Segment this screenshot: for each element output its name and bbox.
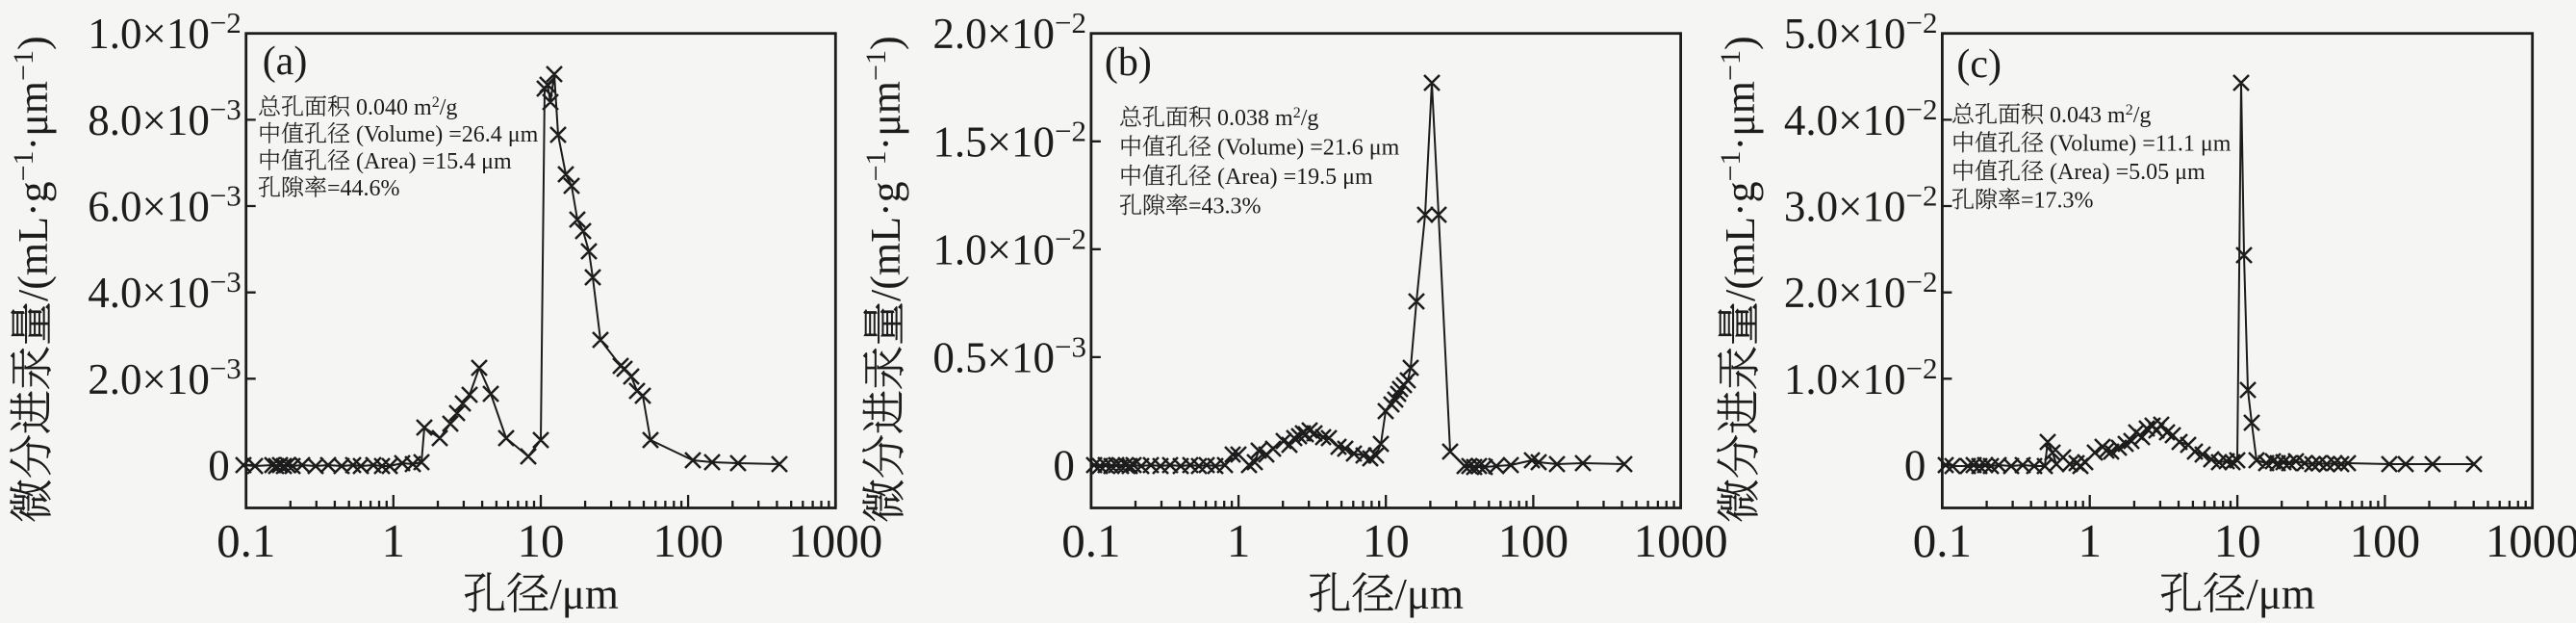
svg-text:1.0×10−2: 1.0×10−2 <box>88 6 242 58</box>
svg-text:/g: /g <box>440 95 458 120</box>
svg-text:2: 2 <box>1293 105 1301 121</box>
svg-text:0: 0 <box>1904 442 1926 490</box>
svg-text:(c): (c) <box>1956 42 2002 87</box>
svg-text:0.040 m: 0.040 m <box>350 95 432 120</box>
svg-text:0.1: 0.1 <box>1061 514 1120 567</box>
svg-text:1: 1 <box>2078 514 2102 567</box>
svg-text:0.1: 0.1 <box>1913 514 1972 567</box>
svg-text:100: 100 <box>2350 514 2421 567</box>
svg-text:0.1: 0.1 <box>217 514 275 567</box>
svg-text:=17.3%: =17.3% <box>2021 189 2094 214</box>
svg-text:1000: 1000 <box>2486 514 2576 567</box>
svg-text:(b): (b) <box>1105 40 1152 85</box>
svg-text:(Area) =19.5 μm: (Area) =19.5 μm <box>1211 165 1373 190</box>
svg-text:(Area) =5.05 μm: (Area) =5.05 μm <box>2044 160 2206 185</box>
svg-text:/g: /g <box>2133 103 2152 128</box>
svg-text:100: 100 <box>652 514 724 567</box>
svg-text:(Volume) =21.6 μm: (Volume) =21.6 μm <box>1211 136 1400 161</box>
svg-text:=44.6%: =44.6% <box>327 176 400 201</box>
svg-text:4.0×10−2: 4.0×10−2 <box>1784 92 1938 144</box>
svg-text:/(mL·g−1·μm−1): /(mL·g−1·μm−1) <box>1715 36 1764 301</box>
svg-text:(Volume) =26.4 μm: (Volume) =26.4 μm <box>350 122 539 147</box>
svg-text:=43.3%: =43.3% <box>1188 195 1262 220</box>
svg-text:0.038 m: 0.038 m <box>1211 106 1293 131</box>
svg-text:2: 2 <box>432 94 440 111</box>
svg-text:10: 10 <box>2214 514 2261 567</box>
svg-text:1: 1 <box>1227 514 1251 567</box>
svg-text:10: 10 <box>1363 514 1410 567</box>
svg-text:(Volume) =11.1 μm: (Volume) =11.1 μm <box>2044 132 2232 157</box>
svg-text:10: 10 <box>518 514 565 567</box>
svg-text:1000: 1000 <box>788 514 882 567</box>
svg-text:(Area) =15.4 μm: (Area) =15.4 μm <box>350 149 512 174</box>
svg-text:(a): (a) <box>263 39 308 84</box>
svg-text:0: 0 <box>1053 442 1075 490</box>
svg-text:/μm: /μm <box>2246 570 2315 618</box>
svg-text:/g: /g <box>1301 106 1319 131</box>
svg-text:/μm: /μm <box>549 570 619 618</box>
svg-text:2: 2 <box>2126 102 2133 118</box>
svg-text:1000: 1000 <box>1634 514 1728 567</box>
svg-text:1: 1 <box>382 514 406 567</box>
svg-text:/μm: /μm <box>1394 570 1464 618</box>
svg-text:100: 100 <box>1498 514 1569 567</box>
svg-text:6.0×10−3: 6.0×10−3 <box>88 179 242 231</box>
svg-text:0: 0 <box>208 442 230 490</box>
svg-text:0.043 m: 0.043 m <box>2044 103 2126 128</box>
